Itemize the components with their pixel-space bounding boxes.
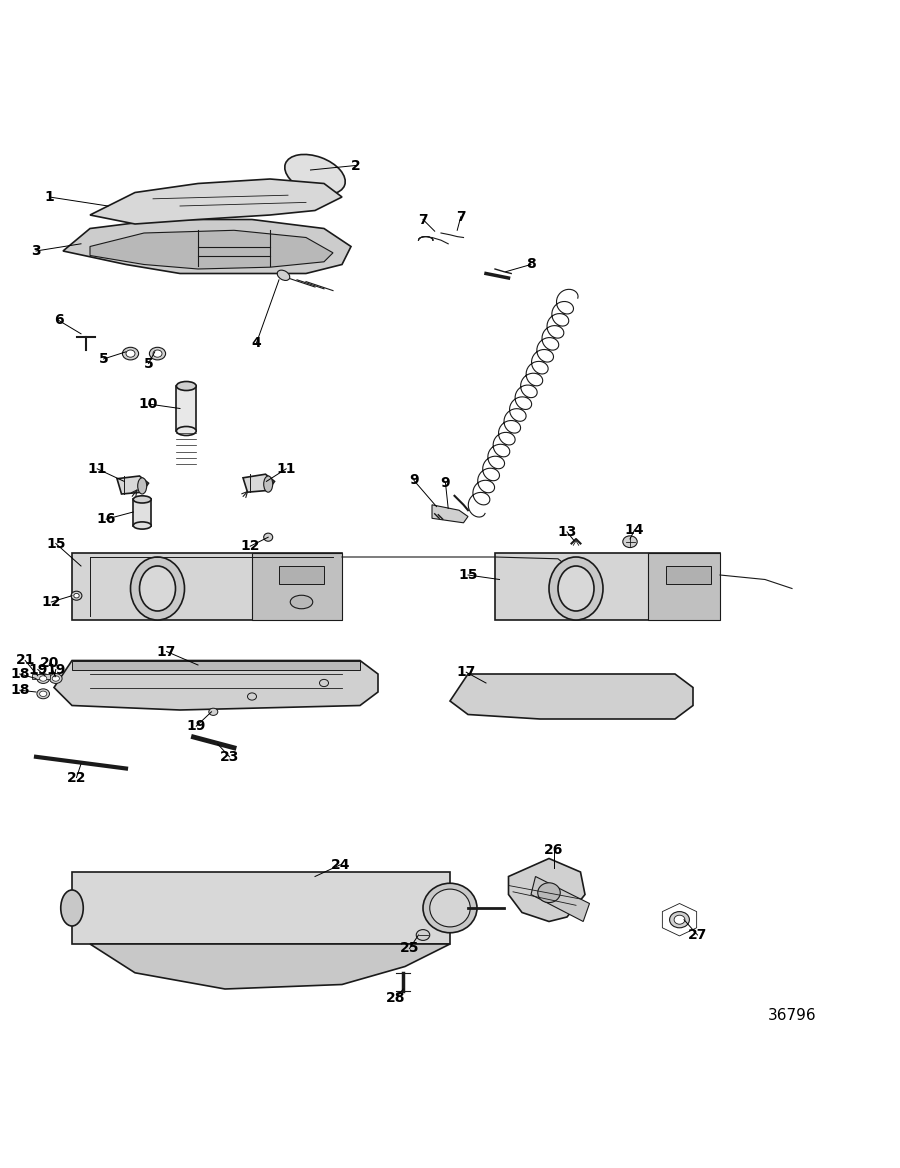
Ellipse shape [416,930,430,940]
Polygon shape [32,674,50,679]
Text: 19: 19 [186,719,206,734]
Ellipse shape [430,889,470,927]
Polygon shape [90,230,333,269]
Text: 12: 12 [240,540,260,554]
Text: 11: 11 [276,461,296,475]
Ellipse shape [126,350,135,357]
Polygon shape [117,477,148,494]
Ellipse shape [149,347,166,360]
Polygon shape [450,674,693,719]
Text: 28: 28 [386,990,406,1004]
Text: 8: 8 [526,257,536,271]
Ellipse shape [71,591,82,600]
Polygon shape [495,552,720,620]
Polygon shape [90,179,342,224]
Polygon shape [508,858,585,922]
Ellipse shape [423,883,477,933]
Ellipse shape [264,477,273,492]
Ellipse shape [284,154,346,195]
Polygon shape [243,474,274,492]
Text: 21: 21 [15,654,35,667]
Text: 26: 26 [544,842,563,856]
Text: 15: 15 [458,568,478,582]
Text: 17: 17 [157,645,176,659]
Text: 6: 6 [54,313,63,327]
Text: 1: 1 [45,190,54,204]
Text: 19: 19 [28,662,48,676]
Text: 5: 5 [144,356,153,370]
Polygon shape [72,872,450,944]
Polygon shape [252,552,342,620]
Ellipse shape [130,557,184,620]
Ellipse shape [74,593,79,598]
Ellipse shape [674,916,685,924]
Polygon shape [133,500,151,526]
Text: 27: 27 [688,929,707,943]
Text: 20: 20 [40,656,59,670]
Ellipse shape [37,689,50,698]
Ellipse shape [439,890,461,926]
Text: 24: 24 [330,857,350,871]
Ellipse shape [133,522,151,529]
Ellipse shape [140,566,176,611]
Text: 11: 11 [87,461,107,475]
Ellipse shape [61,890,83,926]
Text: 4: 4 [252,336,261,349]
Text: 7: 7 [456,210,465,224]
Polygon shape [531,876,590,922]
Ellipse shape [176,426,196,436]
Ellipse shape [320,680,328,687]
Text: 13: 13 [557,524,577,538]
Ellipse shape [122,347,139,360]
Ellipse shape [209,708,218,715]
Ellipse shape [277,270,290,280]
Text: 9: 9 [410,473,418,487]
Polygon shape [648,552,720,620]
Text: 7: 7 [418,213,427,227]
Text: 18: 18 [10,667,30,681]
Ellipse shape [558,566,594,611]
Ellipse shape [40,676,47,681]
Polygon shape [176,385,196,431]
Text: 5: 5 [99,352,108,366]
Ellipse shape [670,911,689,927]
Polygon shape [72,552,342,620]
Ellipse shape [248,693,256,700]
Ellipse shape [52,676,59,681]
Text: 16: 16 [96,513,116,527]
Ellipse shape [133,495,151,503]
Text: 10: 10 [139,397,158,411]
Text: 17: 17 [456,666,476,680]
Text: 23: 23 [220,750,239,764]
Text: 15: 15 [46,536,66,550]
Polygon shape [54,660,378,710]
Text: 22: 22 [67,771,86,785]
Polygon shape [90,944,450,989]
Ellipse shape [264,533,273,541]
Ellipse shape [549,557,603,620]
Ellipse shape [538,883,560,903]
Ellipse shape [37,674,50,683]
Text: 2: 2 [351,159,360,173]
Text: 19: 19 [46,662,66,676]
Text: 12: 12 [41,595,61,609]
Ellipse shape [40,691,47,696]
Ellipse shape [50,674,62,683]
Polygon shape [666,566,711,584]
Polygon shape [72,660,360,669]
Ellipse shape [290,596,313,609]
Polygon shape [432,505,468,523]
Ellipse shape [138,478,147,494]
Text: 14: 14 [625,523,644,537]
Polygon shape [63,220,351,273]
Text: 36796: 36796 [768,1008,816,1023]
Polygon shape [279,566,324,584]
Text: 9: 9 [441,477,450,491]
Text: 25: 25 [400,941,419,955]
Ellipse shape [623,536,637,548]
Text: 18: 18 [10,683,30,697]
Ellipse shape [176,382,196,390]
Text: 3: 3 [32,244,40,258]
Ellipse shape [153,350,162,357]
